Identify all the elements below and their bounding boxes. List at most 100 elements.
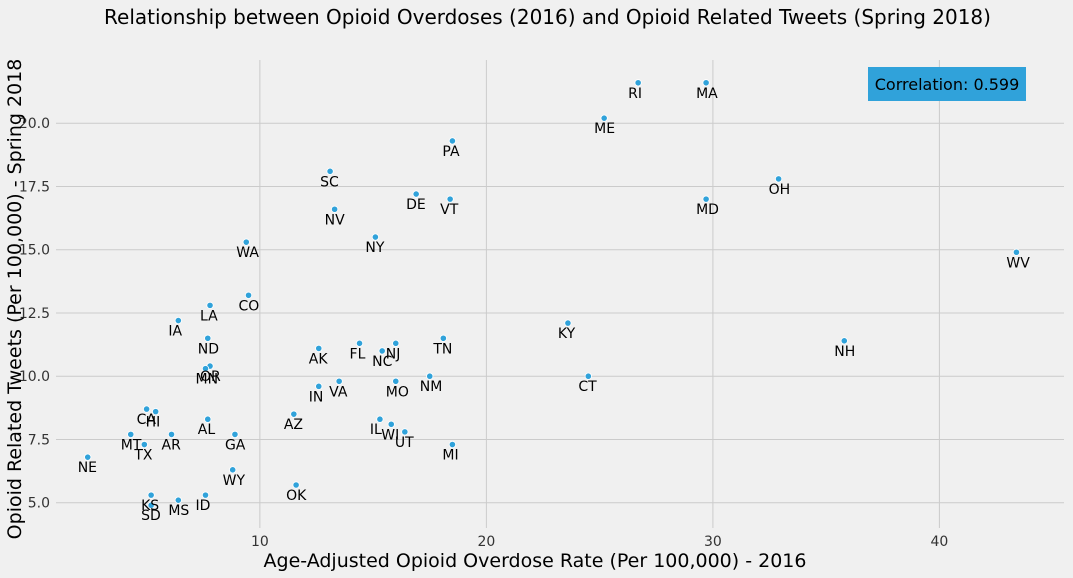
correlation-annotation: Correlation: 0.599 — [868, 67, 1026, 101]
point-label-ga: GA — [225, 437, 246, 453]
data-point-ky — [564, 319, 572, 327]
data-point-vt — [446, 195, 454, 203]
data-point-ks — [147, 491, 155, 499]
point-label-mi: MI — [442, 448, 458, 464]
data-point-ok — [292, 481, 300, 489]
data-point-ut — [401, 428, 409, 436]
y-tick-label: 20.0 — [19, 116, 50, 132]
data-point-mn — [201, 365, 210, 373]
y-tick-label: 10.0 — [19, 369, 50, 385]
tick-labels: 10 20 30 40 5.0 7.5 10.0 12.5 15.0 17.5 20.0 — [19, 116, 949, 550]
data-point-la — [206, 301, 214, 309]
correlation-text: Correlation: 0.599 — [874, 74, 1020, 94]
point-label-me: ME — [594, 121, 615, 137]
point-label-fl: FL — [350, 346, 366, 362]
point-label-ak: AK — [309, 351, 329, 367]
data-point-mi — [448, 440, 457, 449]
point-label-mt: MT — [121, 437, 142, 453]
point-label-wa: WA — [236, 245, 259, 261]
point-label-ia: IA — [168, 324, 182, 340]
chart-title: Relationship between Opioid Overdoses (2… — [104, 5, 991, 29]
data-point-az — [290, 410, 298, 418]
point-label-ks: KS — [141, 498, 159, 514]
data-point-nd — [204, 334, 212, 342]
point-label-nc: NC — [372, 354, 392, 370]
y-tick-label: 17.5 — [19, 179, 50, 195]
data-point-wv — [1012, 248, 1021, 256]
point-label-mo: MO — [386, 384, 409, 400]
data-point-va — [335, 377, 343, 385]
data-point-mt — [127, 430, 135, 438]
y-tick-label: 7.5 — [28, 432, 50, 448]
point-label-ms: MS — [168, 503, 189, 519]
point-label-mn: MN — [196, 372, 219, 388]
data-point-ia — [174, 316, 182, 325]
data-point-oh — [774, 175, 783, 183]
point-label-al: AL — [198, 422, 216, 438]
data-point-ne — [84, 453, 92, 461]
x-tick-label: 10 — [251, 534, 269, 550]
data-point-ms — [174, 496, 182, 504]
data-point-ma — [702, 79, 710, 87]
point-label-in: IN — [309, 389, 324, 405]
grid-lines — [56, 60, 1064, 528]
point-label-ny: NY — [365, 240, 384, 256]
point-label-or: OR — [200, 369, 221, 385]
x-axis-label: Age-Adjusted Opioid Overdose Rate (Per 1… — [264, 550, 807, 572]
point-label-md: MD — [696, 202, 719, 218]
point-label-ar: AR — [162, 437, 182, 453]
data-point-nh — [840, 337, 848, 345]
point-label-vt: VT — [440, 202, 459, 218]
point-label-la: LA — [200, 308, 218, 324]
data-point-hi — [152, 408, 160, 416]
point-label-il: IL — [370, 422, 382, 438]
data-point-nc — [378, 347, 386, 355]
point-label-va: VA — [329, 384, 348, 400]
data-point-ak — [315, 344, 323, 352]
data-point-pa — [448, 137, 457, 145]
point-label-az: AZ — [284, 417, 303, 433]
data-point-nv — [331, 205, 339, 213]
data-point-ri — [634, 79, 642, 87]
point-label-tn: TN — [432, 341, 452, 357]
x-tick-label: 40 — [931, 534, 949, 550]
point-label-ma: MA — [696, 86, 718, 102]
point-label-ri: RI — [628, 86, 642, 102]
y-tick-label: 5.0 — [28, 496, 50, 512]
y-axis-label: Opioid Related Tweets (Per 100,000) - Sp… — [4, 59, 26, 540]
data-point-al — [204, 415, 212, 423]
data-point-ca — [143, 405, 151, 413]
point-label-de: DE — [406, 197, 426, 213]
point-label-nd: ND — [198, 341, 219, 357]
point-label-co: CO — [239, 298, 260, 314]
data-point-id — [201, 491, 210, 499]
data-point-sd — [147, 501, 155, 509]
data-point-tx — [140, 440, 148, 449]
x-tick-label: 30 — [704, 534, 722, 550]
point-label-wy: WY — [223, 473, 246, 489]
data-point-tn — [439, 334, 447, 342]
data-point-nj — [392, 339, 400, 347]
point-labels: RI MA ME PA SC OH DE VT MD NV NY WA WV CO LA IA KY ND TN NH… — [78, 86, 1031, 524]
point-label-ky: KY — [558, 326, 576, 342]
data-point-sc — [326, 167, 334, 175]
data-point-nm — [426, 372, 434, 380]
data-points — [84, 79, 1021, 509]
data-point-fl — [355, 339, 364, 347]
point-label-wv: WV — [1006, 255, 1030, 271]
data-point-wi — [387, 420, 395, 428]
data-point-md — [702, 195, 710, 203]
point-label-ok: OK — [286, 488, 307, 504]
y-tick-label: 15.0 — [19, 243, 50, 259]
data-point-ga — [231, 430, 239, 438]
data-point-ny — [371, 233, 379, 241]
data-point-in — [315, 382, 323, 390]
data-point-de — [412, 190, 420, 198]
point-label-ne: NE — [78, 460, 97, 476]
point-label-pa: PA — [442, 144, 460, 160]
x-tick-label: 20 — [477, 534, 495, 550]
point-label-nv: NV — [325, 212, 345, 228]
data-point-wa — [242, 238, 250, 246]
point-label-oh: OH — [769, 182, 791, 198]
